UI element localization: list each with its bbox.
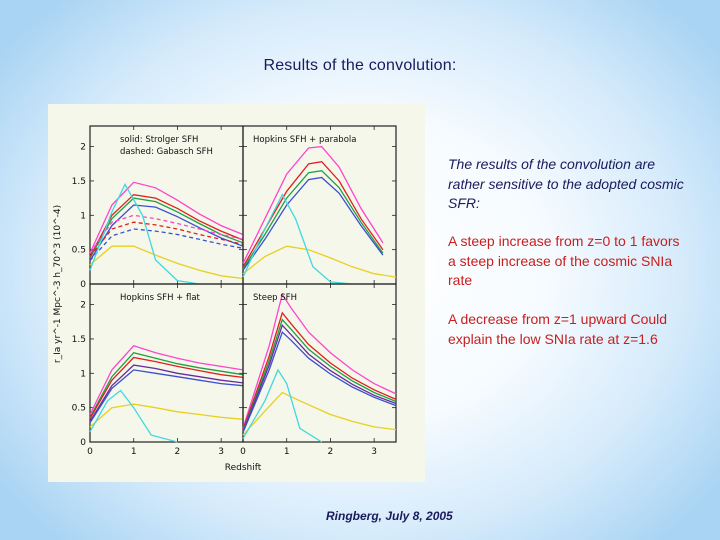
series-line (242, 391, 397, 436)
series-line (89, 197, 244, 259)
series-line (242, 170, 384, 270)
series-line (242, 368, 323, 443)
series-line (89, 351, 244, 418)
panel-label: dashed: Gabasch SFH (120, 147, 213, 157)
panel-label: Hopkins SFH + flat (120, 293, 201, 303)
series-line (89, 356, 244, 419)
series-line (89, 182, 200, 285)
panel-frame (89, 283, 244, 443)
series-line (242, 292, 397, 429)
series-line (89, 204, 244, 261)
x-tick-label: 2 (175, 447, 181, 457)
panel-tr: Hopkins SFH + parabola (242, 125, 397, 285)
panel-frame (242, 125, 397, 285)
y-tick-label: 0.5 (72, 246, 86, 256)
series-line (89, 369, 244, 424)
series-line (89, 245, 244, 280)
x-tick-label: 3 (218, 447, 224, 457)
point-decrease: A decrease from z=1 upward Could explain… (448, 311, 668, 347)
panel-tl: solid: Strolger SFH dashed: Gabasch SFH 0 0… (72, 125, 244, 290)
series-line (89, 403, 244, 428)
x-tick-label: 1 (131, 447, 137, 457)
series-line (242, 323, 397, 432)
series-line (242, 145, 384, 264)
x-tick-label: 1 (284, 447, 290, 457)
y-tick-label: 1 (80, 369, 86, 379)
series-line (89, 181, 244, 254)
x-tick-label: 3 (371, 447, 377, 457)
y-tick-label: 0 (80, 280, 86, 290)
panel-frame (242, 283, 397, 443)
y-tick-label: 1.5 (72, 177, 86, 187)
series-line (89, 194, 244, 257)
y-tick-label: 1.5 (72, 335, 86, 345)
y-tick-label: 0.5 (72, 404, 86, 414)
panel-label: Hopkins SFH + parabola (253, 135, 356, 145)
y-tick-label: 2 (80, 301, 86, 311)
series-line (242, 193, 353, 285)
y-tick-label: 2 (80, 143, 86, 153)
x-tick-label: 0 (240, 447, 246, 457)
x-tick-label: 0 (87, 447, 93, 457)
y-tick-label: 1 (80, 211, 86, 221)
y-tick-label: 0 (80, 438, 86, 448)
series-line (89, 214, 244, 254)
slide-title: Results of the convolution: (263, 57, 457, 74)
series-line (242, 330, 397, 433)
series-line (89, 364, 244, 422)
series-line (242, 318, 397, 432)
footer-text: Ringberg, July 8, 2005 (326, 509, 453, 523)
series-line (242, 245, 397, 278)
y-axis-label: r_Ia yr^-1 Mpc^-3 h_70^3 (10^-4) (53, 205, 63, 363)
panel-label: solid: Strolger SFH (120, 135, 198, 145)
series-line (89, 345, 244, 415)
intro-paragraph: The results of the convolution are rathe… (448, 156, 684, 211)
x-axis-label: Redshift (225, 463, 262, 473)
panel-label: Steep SFH (253, 293, 297, 303)
series-line (89, 228, 244, 262)
point-steep-increase: A steep increase from z=0 to 1 favors a … (448, 233, 680, 288)
series-line (242, 176, 384, 271)
x-tick-label: 2 (328, 447, 334, 457)
series-line (89, 389, 178, 443)
panel-br: Steep SFH 0 1 2 3 (240, 283, 397, 457)
series-line (89, 221, 244, 257)
figure-panel: solid: Strolger SFH dashed: Gabasch SFH 0 0… (48, 104, 425, 482)
panel-bl: Hopkins SFH + flat 0 0.5 1 1.5 2 0 1 2 3 (72, 283, 244, 457)
series-line (242, 311, 397, 430)
